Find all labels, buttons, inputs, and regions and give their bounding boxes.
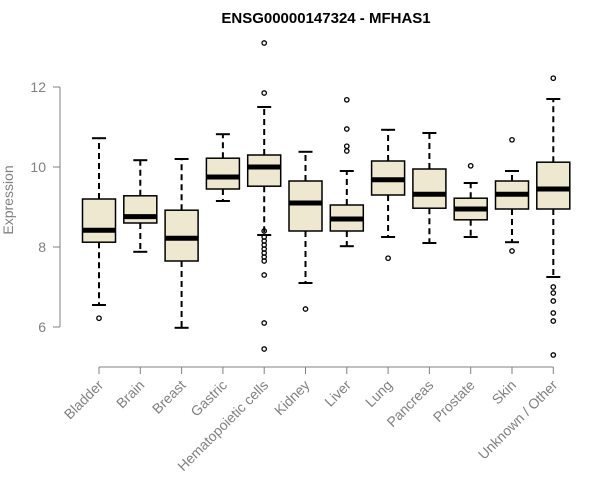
chart-title: ENSG00000147324 - MFHAS1: [221, 10, 430, 27]
box-group: [412, 132, 447, 244]
outlier-point: [343, 96, 350, 103]
outlier-point: [261, 258, 268, 264]
iqr-box: [536, 161, 571, 210]
outlier-point: [550, 318, 557, 324]
outlier-point: [467, 162, 474, 169]
x-tick-label: Bladder: [61, 377, 107, 423]
box-group: [123, 159, 158, 253]
y-tick-label: 10: [30, 159, 46, 175]
outlier-point: [261, 320, 268, 326]
outlier-point: [343, 126, 350, 132]
outlier-point: [509, 248, 515, 254]
box-group: [246, 40, 282, 352]
outlier-point: [261, 346, 268, 352]
outlier-point: [261, 272, 268, 278]
x-tick-label: Brain: [113, 377, 147, 411]
x-tick-label: Skin: [489, 377, 520, 408]
y-tick-label: 12: [30, 79, 46, 95]
box-group: [288, 150, 323, 312]
outlier-point: [550, 352, 557, 358]
box-group: [453, 162, 488, 238]
outlier-point: [343, 143, 350, 150]
outlier-point: [302, 306, 309, 312]
outlier-point: [550, 284, 557, 290]
box-group: [205, 133, 241, 202]
outlier-point: [509, 136, 515, 143]
x-tick-label: Lung: [362, 377, 395, 410]
outlier-point: [261, 228, 268, 234]
y-tick-label: 6: [38, 319, 46, 335]
iqr-box: [164, 209, 199, 262]
x-tick-label: Prostate: [430, 377, 478, 425]
y-axis: 6 8 10 12: [30, 79, 61, 335]
y-tick-label: 8: [38, 239, 46, 255]
iqr-box: [81, 198, 117, 243]
outlier-point: [343, 148, 350, 154]
outlier-point: [261, 90, 268, 96]
box-group: [370, 128, 406, 262]
outlier-point: [550, 298, 557, 304]
outlier-point: [385, 255, 391, 262]
iqr-box: [205, 157, 241, 190]
outlier-point: [550, 75, 557, 82]
x-tick-label: Liver: [321, 377, 354, 410]
outlier-point: [261, 40, 268, 46]
box-group: [164, 158, 199, 329]
outlier-point: [550, 290, 557, 296]
y-axis-label: Expression: [0, 165, 16, 234]
box-group: [494, 136, 530, 254]
boxes-layer: [81, 40, 571, 358]
x-tick-label: Kidney: [271, 377, 313, 419]
box-group: [536, 75, 571, 358]
iqr-box: [412, 168, 447, 209]
x-tick-label: Breast: [149, 377, 189, 417]
iqr-box: [288, 180, 323, 232]
box-group: [329, 96, 365, 248]
outlier-point: [96, 315, 102, 322]
outlier-point: [550, 310, 557, 316]
box-group: [81, 137, 117, 322]
iqr-box: [246, 154, 282, 187]
